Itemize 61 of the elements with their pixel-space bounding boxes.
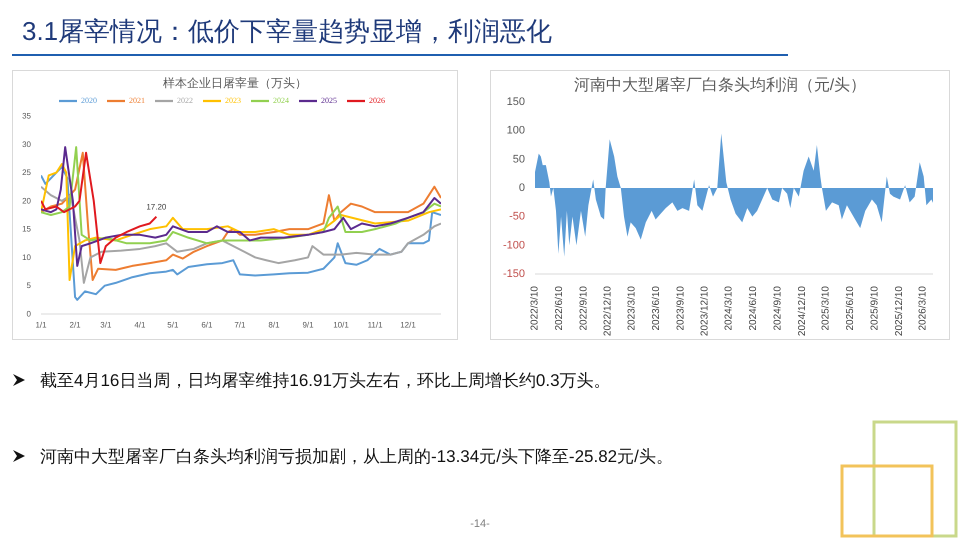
- y-tick-label: 15: [22, 224, 32, 234]
- legend-label: 2020: [81, 96, 97, 105]
- x-tick-label: 12/1: [400, 320, 416, 330]
- x-tick-label: 2/1: [70, 320, 82, 330]
- x-tick-label: 2024/6/10: [748, 286, 760, 330]
- x-tick-label: 2022/9/10: [578, 286, 590, 330]
- line-series: [41, 146, 441, 244]
- x-tick-label: 1/1: [35, 320, 48, 330]
- y-tick-label: 150: [506, 96, 525, 108]
- line-series: [41, 186, 441, 284]
- x-tick-label: 2022/3/10: [530, 286, 540, 330]
- line-series: [41, 166, 441, 301]
- x-tick-label: 2022/6/10: [554, 286, 565, 330]
- y-tick-label: 5: [26, 281, 32, 290]
- y-tick-label: -50: [509, 210, 525, 223]
- annotation: 17.20: [146, 202, 167, 212]
- x-tick-label: 3/1: [100, 320, 112, 330]
- y-tick-label: 20: [22, 196, 32, 206]
- x-tick-label: 6/1: [201, 320, 214, 330]
- y-tick-label: 50: [512, 153, 525, 166]
- x-tick-label: 2024/3/10: [724, 286, 735, 330]
- x-tick-label: 9/1: [302, 320, 314, 330]
- x-tick-label: 2024/12/10: [796, 286, 808, 336]
- y-tick-label: 0: [518, 182, 525, 194]
- x-tick-label: 2025/9/10: [870, 286, 881, 330]
- legend-label: 2025: [321, 96, 337, 105]
- x-tick-label: 2025/6/10: [845, 286, 856, 330]
- text: 3.1屠宰情况：低价下宰量趋势显增，利润恶化: [22, 15, 552, 48]
- x-tick-label: 2025/12/10: [894, 286, 905, 336]
- x-tick-label: 2023/9/10: [675, 286, 686, 330]
- x-tick-label: 2023/12/10: [700, 286, 711, 336]
- y-tick-label: 0: [26, 310, 32, 318]
- x-tick-label: 2023/3/10: [626, 286, 638, 330]
- x-tick-label: 11/1: [368, 320, 384, 330]
- x-tick-label: 2023/6/10: [650, 286, 662, 330]
- legend-label: 2023: [225, 96, 241, 105]
- y-tick-label: -100: [502, 239, 525, 252]
- text: -14-: [469, 518, 491, 530]
- chart-title: 样本企业日屠宰量（万头）: [162, 75, 308, 92]
- x-tick-label: 8/1: [268, 320, 280, 330]
- x-tick-label: 5/1: [167, 320, 179, 330]
- x-tick-label: 4/1: [134, 320, 146, 330]
- y-tick-label: 25: [22, 168, 32, 178]
- chart-title: 河南中大型屠宰厂白条头均利润（元/头）: [572, 76, 868, 96]
- legend-label: 2026: [369, 96, 385, 105]
- x-tick-label: 2022/12/10: [602, 286, 614, 336]
- y-tick-label: 100: [506, 124, 525, 137]
- legend-label: 2021: [129, 96, 145, 105]
- x-tick-label: 2025/3/10: [820, 286, 832, 330]
- y-tick-label: 30: [22, 140, 32, 149]
- x-tick-label: 2024/9/10: [772, 286, 784, 330]
- text: 截至4月16日当周，日均屠宰维持16.91万头左右，环比上周增长约0.3万头。: [40, 371, 611, 390]
- x-tick-label: 7/1: [234, 320, 246, 330]
- legend-label: 2024: [273, 96, 289, 105]
- x-tick-label: 2026/3/10: [918, 286, 929, 330]
- y-tick-label: 35: [22, 112, 32, 120]
- text: 河南中大型屠宰厂白条头均利润亏损加剧，从上周的-13.34元/头下降至-25.82元/头。: [40, 447, 673, 466]
- y-tick-label: -150: [502, 268, 525, 280]
- x-tick-label: 10/1: [333, 320, 350, 330]
- y-tick-label: 10: [22, 252, 32, 262]
- legend-label: 2022: [177, 96, 193, 105]
